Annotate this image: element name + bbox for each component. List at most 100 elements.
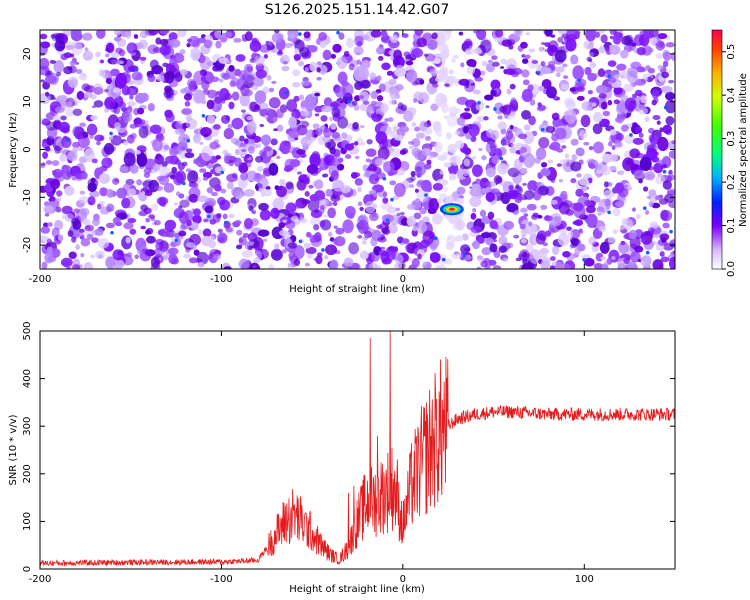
spectrogram-cell <box>415 132 426 139</box>
spectrogram-cell <box>448 173 457 181</box>
spectrogram-cell <box>41 261 48 269</box>
spectrogram-cell <box>363 172 371 178</box>
spectrogram-cell <box>294 137 299 141</box>
spectrogram-cell <box>551 112 560 121</box>
spectrogram-cell <box>611 145 616 151</box>
spectrogram-cell <box>470 156 477 160</box>
spectrogram-cell <box>45 91 50 97</box>
spectrogram-cell <box>655 175 666 185</box>
spectrogram-cell <box>89 190 100 198</box>
colorbar-ticks: 0.0 0.1 0.2 0.3 0.4 0.5 <box>722 44 737 277</box>
spectrogram-cell <box>470 212 477 220</box>
spectrogram-cell <box>388 78 397 86</box>
spectrogram-cell <box>369 72 377 81</box>
spectrogram-cell <box>623 83 634 92</box>
spectrogram-cell <box>493 250 501 259</box>
spectrogram-cell <box>451 156 456 161</box>
spectrogram-cell <box>67 230 74 238</box>
spectrogram-cell <box>565 161 571 167</box>
spectrogram-cell <box>152 138 163 152</box>
spectrogram-cell <box>331 107 341 118</box>
spectrogram-cell <box>639 156 652 172</box>
spectrogram-cell <box>297 171 302 175</box>
spectrogram-cell <box>529 99 536 106</box>
spectrogram-cell <box>580 114 591 128</box>
spectrogram-cell <box>669 239 675 248</box>
spectrogram-cell <box>293 258 301 266</box>
spectrogram-cell <box>309 234 319 244</box>
colorbar-tick-label: 0.4 <box>726 87 737 103</box>
spectrogram-cell <box>184 101 191 107</box>
spectrogram-cell <box>645 209 650 215</box>
spectrogram-cell <box>321 248 325 252</box>
spectrogram-cell <box>593 263 604 269</box>
spectrogram-cell <box>622 218 634 231</box>
spectrogram-cell <box>329 259 339 269</box>
spectrogram-cell <box>225 115 230 121</box>
colorbar-gradient <box>711 29 723 270</box>
spectrogram-cell <box>183 93 192 101</box>
spectrogram-cell <box>448 216 461 225</box>
spectrogram-cell <box>555 72 561 78</box>
spectrogram-cell <box>381 62 391 71</box>
spectrogram-peak-max <box>448 207 455 211</box>
spectrogram-cell <box>443 162 452 168</box>
spectrogram-cell <box>599 241 610 254</box>
spectrogram-cell <box>292 81 301 88</box>
spectrogram-cell <box>533 189 542 201</box>
spectrogram-cell <box>105 256 116 269</box>
spectrogram-cell <box>435 92 448 108</box>
spectrogram-cell <box>42 222 49 228</box>
spectrogram-cell <box>234 157 242 168</box>
spectrogram-cell <box>322 173 329 178</box>
spectrogram-cell <box>480 232 491 239</box>
spectrogram-cell <box>272 116 278 123</box>
spectrogram-cell <box>570 228 581 239</box>
spectrogram-cell <box>542 242 548 247</box>
spectrogram-cell <box>205 197 217 208</box>
spectrogram-cell <box>408 145 414 150</box>
spectrogram-cell <box>210 76 220 83</box>
spectrogram-cell <box>545 126 556 134</box>
spectrogram-cell <box>81 171 88 180</box>
spectrogram-cell <box>325 244 337 256</box>
spectrogram-cell <box>155 242 165 251</box>
spectrogram-cell <box>394 254 404 265</box>
spectrogram-cell <box>401 147 409 155</box>
spectrogram-cell <box>99 59 105 64</box>
spectrogram-cell <box>520 167 528 175</box>
spectrogram-cell <box>96 203 105 209</box>
spectrogram-cell <box>350 172 358 179</box>
spectrogram-cell <box>573 202 584 212</box>
spectrogram-cell <box>362 35 370 41</box>
spectrogram-cell <box>612 33 622 45</box>
spectrogram-cell <box>80 207 90 217</box>
spectrogram-cell <box>388 98 395 106</box>
spectrogram-cell <box>662 60 669 68</box>
spectrogram-cell <box>660 85 673 94</box>
spectrogram-cell <box>456 186 466 195</box>
spectrogram-cell <box>353 104 360 111</box>
spectrogram-cell <box>523 124 531 131</box>
spectrogram-cell <box>46 70 53 76</box>
spectrogram-cell <box>403 51 411 58</box>
spectrogram-cell <box>58 121 70 133</box>
spectrogram-cell <box>382 191 388 198</box>
spectrogram-cell <box>106 206 112 212</box>
spectrogram-cell <box>614 182 625 194</box>
spectrogram-cell <box>522 79 530 86</box>
spectrogram-cell <box>660 256 670 263</box>
spectrogram-cell <box>263 146 272 152</box>
spectrogram-cell <box>148 214 156 219</box>
snr-panel: -200 -100 0 100 0 100 200 300 400 500 Height of … <box>8 321 676 595</box>
spectrogram-cell <box>333 225 338 229</box>
spectrogram-cell <box>537 214 543 219</box>
spectrogram-cell <box>136 249 144 255</box>
spectrogram-cell <box>544 30 553 37</box>
spectrogram-cell <box>126 252 133 258</box>
spectrogram-cell <box>202 171 213 179</box>
spectrogram-cell <box>200 126 212 137</box>
spectrogram-cell <box>378 55 384 61</box>
spectrogram-cell <box>523 153 536 168</box>
spectrogram-cell <box>413 212 422 220</box>
